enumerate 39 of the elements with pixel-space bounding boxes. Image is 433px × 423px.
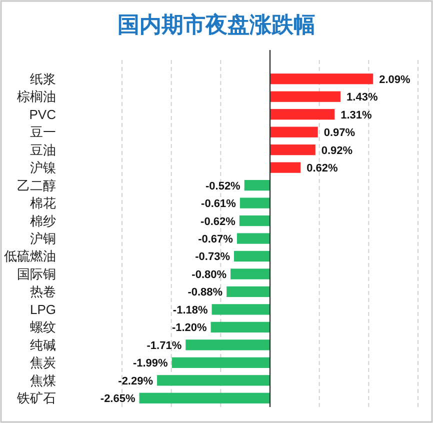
data-label: -1.18% [172, 304, 208, 316]
data-label: -1.71% [146, 340, 182, 352]
y-tick-label: 沪铜 [30, 231, 56, 246]
y-tick-label: 豆油 [30, 142, 56, 158]
y-tick-label: 焦煤 [30, 372, 56, 388]
data-label: 2.09% [379, 74, 411, 86]
y-tick-label: 棉纱 [30, 213, 56, 228]
data-label: 0.97% [324, 127, 356, 140]
y-tick-label: 纯碱 [30, 337, 56, 352]
data-label: 1.31% [340, 109, 372, 122]
data-label: -0.80% [192, 268, 227, 281]
data-label: -0.61% [201, 198, 236, 210]
data-label: -0.62% [200, 216, 236, 228]
data-label: -0.52% [205, 180, 241, 192]
y-tick-label: LPG [30, 302, 56, 317]
y-tick-label: 棕榈油 [17, 89, 56, 104]
data-label: -2.29% [118, 375, 154, 388]
y-tick-label: PVC [29, 106, 56, 122]
y-tick-label: 沪镍 [30, 160, 56, 176]
y-tick-label: 国际铜 [17, 266, 56, 282]
y-tick-label: 乙二醇 [17, 178, 56, 193]
y-tick-label: 纸浆 [30, 71, 56, 86]
data-label: -1.20% [172, 322, 208, 334]
data-label: 0.62% [306, 162, 338, 175]
data-label: -0.73% [195, 251, 230, 264]
chart-title: 国内期市夜盘涨跌幅 [118, 12, 316, 37]
data-label: 0.92% [321, 144, 353, 157]
y-tick-label: 焦炭 [30, 355, 56, 370]
y-tick-label: 豆一 [30, 124, 56, 140]
y-tick-label: 低硫燃油 [4, 248, 56, 264]
y-tick-label: 棉花 [30, 196, 56, 211]
data-label: -0.88% [188, 286, 223, 299]
y-tick-label: 热卷 [30, 284, 56, 300]
data-label: 1.43% [346, 92, 378, 104]
data-label: -0.67% [198, 234, 234, 246]
y-tick-label: 螺纹 [30, 320, 56, 335]
y-tick-label: 铁矿石 [16, 390, 56, 406]
data-label: -2.65% [100, 393, 136, 406]
data-label: -1.99% [132, 358, 168, 370]
